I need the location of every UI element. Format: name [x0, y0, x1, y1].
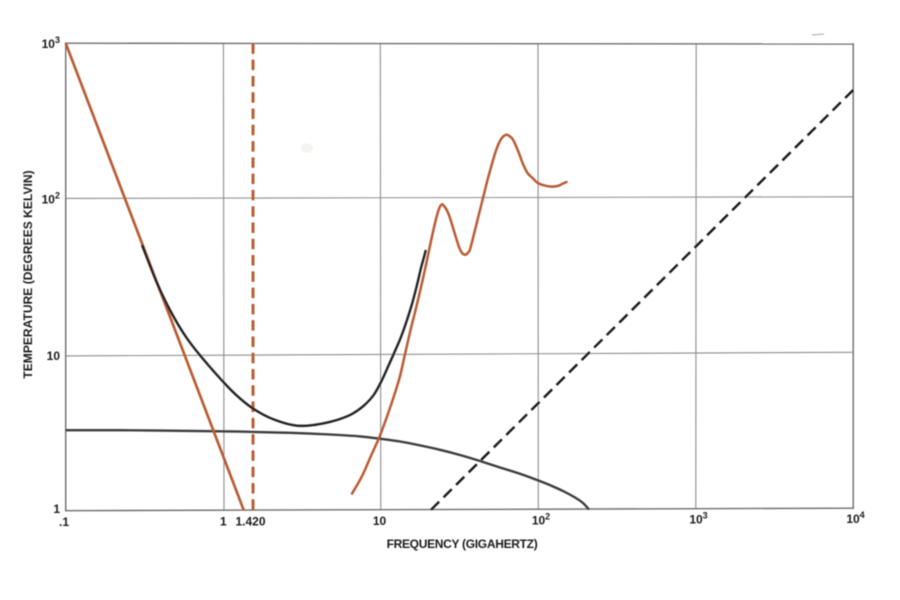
svg-text:1: 1 — [53, 502, 60, 516]
svg-text:10: 10 — [47, 349, 61, 363]
svg-text:FREQUENCY (GIGAHERTZ): FREQUENCY (GIGAHERTZ) — [387, 537, 538, 551]
svg-text:10: 10 — [373, 514, 387, 528]
svg-text:.1: .1 — [59, 515, 69, 529]
svg-text:TEMPERATURE (DEGREES KELVIN): TEMPERATURE (DEGREES KELVIN) — [21, 170, 35, 378]
svg-text:1: 1 — [220, 515, 227, 529]
svg-text:1.420: 1.420 — [235, 515, 265, 529]
